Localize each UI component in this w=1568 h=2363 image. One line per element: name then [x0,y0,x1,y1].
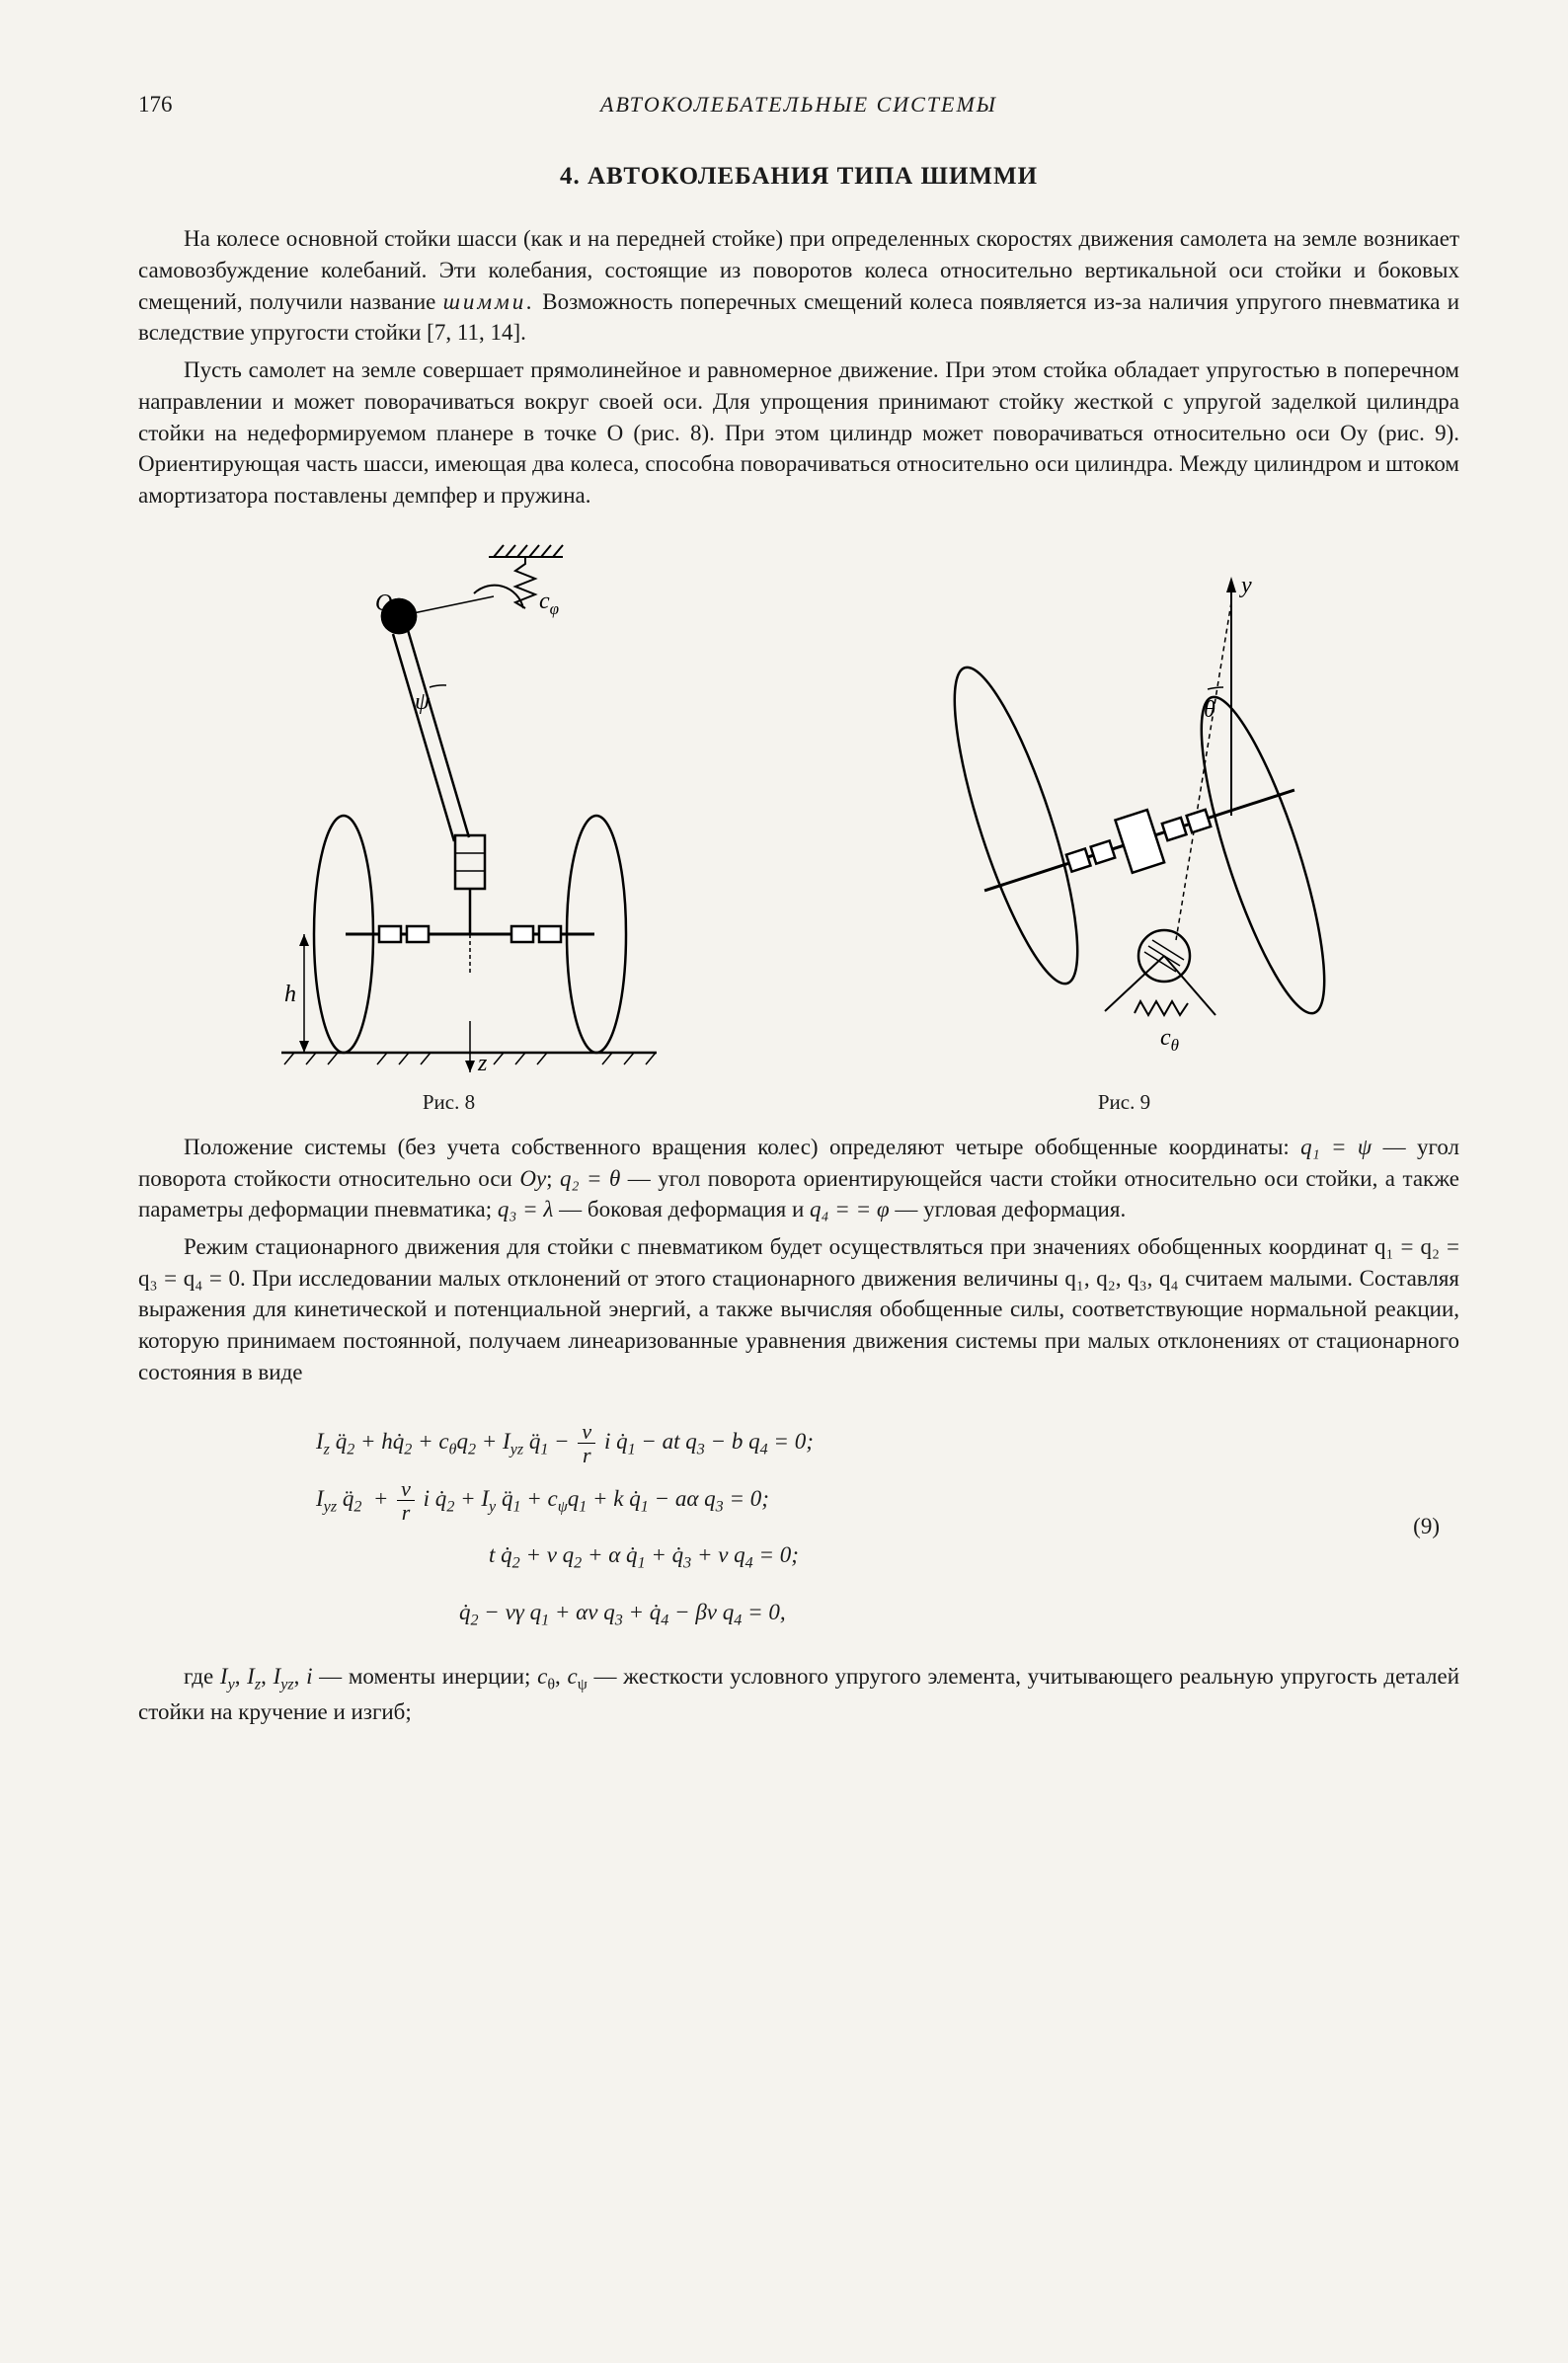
figure-8-caption: Рис. 8 [217,1088,681,1117]
p3-t8: — боковая деформация и [553,1197,810,1221]
fig8-label-psi: ψ [415,689,431,715]
fig9-label-theta: θ [1204,697,1215,723]
p3-t0: Положение системы (без учета собственног… [184,1135,1300,1159]
fig8-label-z: z [477,1051,488,1072]
figure-9: y θ cθ Рис. 9 [868,559,1381,1117]
paragraph-1: На колесе основной стойки шасси (как и н… [138,223,1459,349]
equations: Iz q̈2 + hq̇2 + cθq2 + Iyz q̈1 − vr i q̇… [138,1413,1413,1641]
equation-line-4: q̇2 − vγ q1 + αv q3 + q̇4 − βv q4 = 0, [316,1584,1413,1641]
p3-t3: Oy [519,1166,546,1191]
section-title: 4. АВТОКОЛЕБАНИЯ ТИПА ШИММИ [138,160,1459,195]
page-header: 176 АВТОКОЛЕБАТЕЛЬНЫЕ СИСТЕМЫ [138,89,1459,120]
p3-t10: — угловая деформация. [890,1197,1127,1221]
para1-emphasis: шимми. [443,289,535,314]
fig8-label-O: O [375,591,392,616]
equation-line-2: Iyz q̈2 + vr i q̇2 + Iy q̈1 + cψq1 + k q… [316,1470,1413,1528]
equation-line-3: t q̇2 + v q2 + α q̇1 + q̇3 + v q4 = 0; [316,1527,1413,1584]
paragraph-2: Пусть самолет на земле совершает прямоли… [138,354,1459,512]
p3-t7: q₃ = λ [498,1197,553,1221]
running-head: АВТОКОЛЕБАТЕЛЬНЫЕ СИСТЕМЫ [138,90,1459,119]
figure-9-svg: y θ cθ [868,559,1381,1072]
p3-t9: q₄ = = φ [810,1197,890,1221]
paragraph-4: Режим стационарного движения для стойки … [138,1231,1459,1388]
figure-8: O cφ ψ h z Рис. 8 [217,539,681,1117]
fig8-label-h: h [284,982,296,1007]
p3-t4: ; [546,1166,560,1191]
p3-t5: q₂ = θ [560,1166,620,1191]
fig8-label-cphi: cφ [539,589,559,618]
paragraph-5: где Iy, Iz, Iyz, i — моменты инерции; cθ… [138,1661,1459,1728]
equation-number: (9) [1413,1511,1459,1542]
equation-line-1: Iz q̈2 + hq̇2 + cθq2 + Iyz q̈1 − vr i q̇… [316,1413,1413,1470]
figure-9-caption: Рис. 9 [868,1088,1381,1117]
figure-8-svg: O cφ ψ h z [217,539,681,1072]
p3-t1: q₁ = ψ [1300,1135,1372,1159]
paragraph-3: Положение системы (без учета собственног… [138,1132,1459,1225]
figure-row: O cφ ψ h z Рис. 8 [138,539,1459,1117]
fig9-label-ctheta: cθ [1160,1025,1179,1055]
fig9-label-y: y [1239,573,1252,598]
equation-block: Iz q̈2 + hq̇2 + cθq2 + Iyz q̈1 − vr i q̇… [138,1413,1459,1641]
